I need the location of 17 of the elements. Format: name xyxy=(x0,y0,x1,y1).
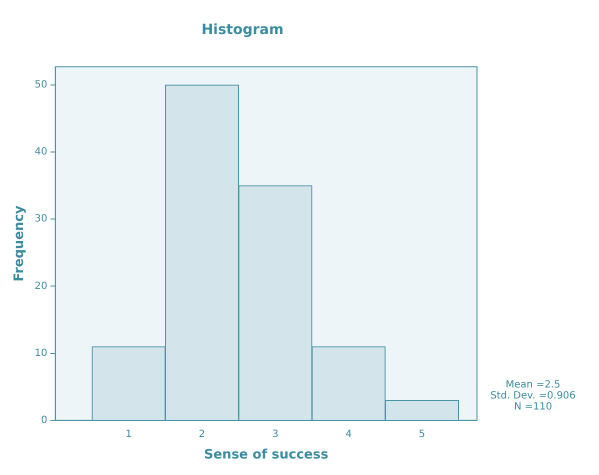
x-axis-title: Sense of success xyxy=(204,448,329,463)
x-tick-label: 1 xyxy=(125,428,132,440)
y-tick-label: 10 xyxy=(34,348,48,359)
y-tick-label: 0 xyxy=(40,414,48,426)
y-tick-label: 20 xyxy=(34,280,48,292)
y-tick-label: 40 xyxy=(34,146,48,158)
chart-title: Histogram xyxy=(201,22,284,38)
text: N =110 xyxy=(514,401,552,412)
text: Mean =2.5 xyxy=(506,379,560,390)
x-tick-label: 5 xyxy=(418,428,426,440)
x-tick-label: 4 xyxy=(345,428,352,440)
y-tick-label: 50 xyxy=(34,80,48,91)
y-tick-label: 30 xyxy=(34,214,48,225)
x-tick-label: 2 xyxy=(198,428,206,440)
text: Std. Dev. =0.906 xyxy=(490,390,576,402)
y-axis-title: Frequency xyxy=(12,205,28,282)
x-tick-label: 3 xyxy=(272,428,279,440)
